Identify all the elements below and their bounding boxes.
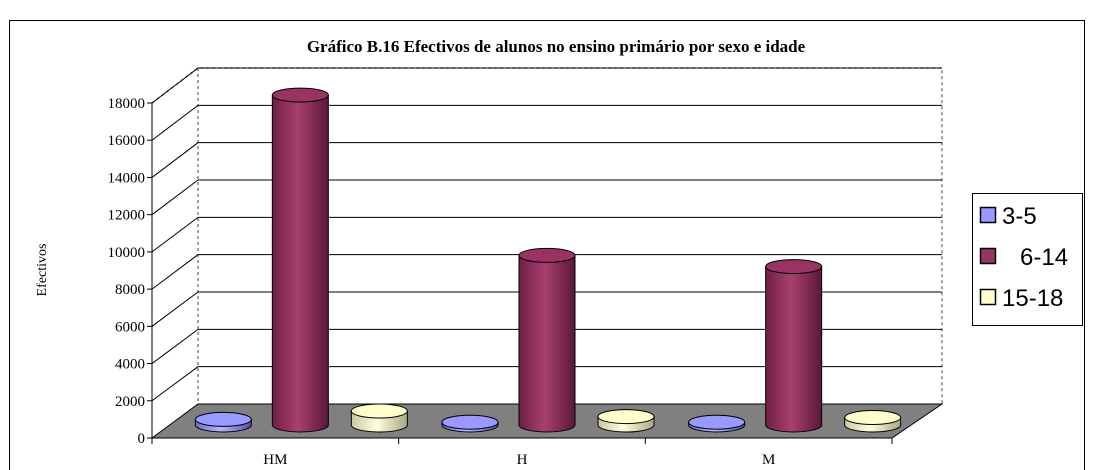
legend: 3-5 6-14 15-18	[972, 193, 1083, 326]
y-tick-label: 0	[138, 431, 146, 447]
gridline	[151, 67, 942, 104]
y-tick-label: 12000	[108, 208, 146, 224]
y-tick-label: 8000	[115, 282, 145, 298]
y-tick-label: 16000	[108, 133, 146, 149]
legend-swatch	[979, 247, 997, 265]
gridline	[151, 366, 942, 402]
legend-label: 15-18	[1002, 285, 1063, 312]
y-tick-label: 2000	[115, 394, 145, 410]
legend-label: 3-5	[1002, 203, 1037, 230]
legend-swatch	[979, 288, 997, 306]
bar-body	[271, 94, 329, 433]
bar-top	[271, 87, 329, 103]
gridline	[151, 291, 942, 327]
y-tick-label: 14000	[108, 170, 146, 186]
y-tick-label: 4000	[115, 357, 145, 373]
bar-top	[844, 410, 902, 426]
x-tick-label: HM	[263, 452, 287, 468]
bar-body	[765, 266, 823, 433]
gridlines	[151, 67, 942, 402]
gridline	[151, 104, 942, 141]
bar	[350, 403, 408, 433]
y-tick-label: 18000	[108, 96, 146, 112]
x-tick-label: M	[762, 452, 775, 468]
gridline	[151, 179, 942, 216]
bar-top	[765, 259, 823, 275]
y-tick-label: 10000	[108, 245, 146, 261]
bar-top	[194, 411, 252, 427]
legend-swatch	[979, 206, 997, 224]
x-tick-label: H	[517, 452, 528, 468]
gridline	[151, 254, 942, 290]
bar-top	[518, 247, 576, 263]
bar	[844, 410, 902, 433]
bar	[518, 247, 576, 433]
bars	[194, 87, 902, 433]
bar	[441, 414, 499, 433]
bar-body	[518, 254, 576, 433]
bar-top	[688, 414, 746, 430]
bar	[688, 414, 746, 433]
bar-top	[350, 403, 408, 419]
legend-label: 6-14	[1020, 244, 1068, 271]
bar-top	[597, 409, 655, 425]
chart-title: Gráfico B.16 Efectivos de alunos no ensi…	[307, 37, 806, 56]
gridline	[151, 216, 942, 253]
bar	[194, 411, 252, 433]
bar	[597, 409, 655, 433]
y-axis-label: Efectivos	[35, 244, 50, 297]
gridline	[151, 142, 942, 178]
y-axis: 0 2000 4000 6000 8000 10000 12000 14000 16000 180…	[108, 96, 153, 447]
x-axis: HM H M	[151, 437, 893, 468]
bar-top	[441, 414, 499, 430]
bar	[271, 87, 329, 433]
bar	[765, 259, 823, 433]
gridline	[151, 328, 942, 364]
y-tick-label: 6000	[115, 319, 145, 335]
